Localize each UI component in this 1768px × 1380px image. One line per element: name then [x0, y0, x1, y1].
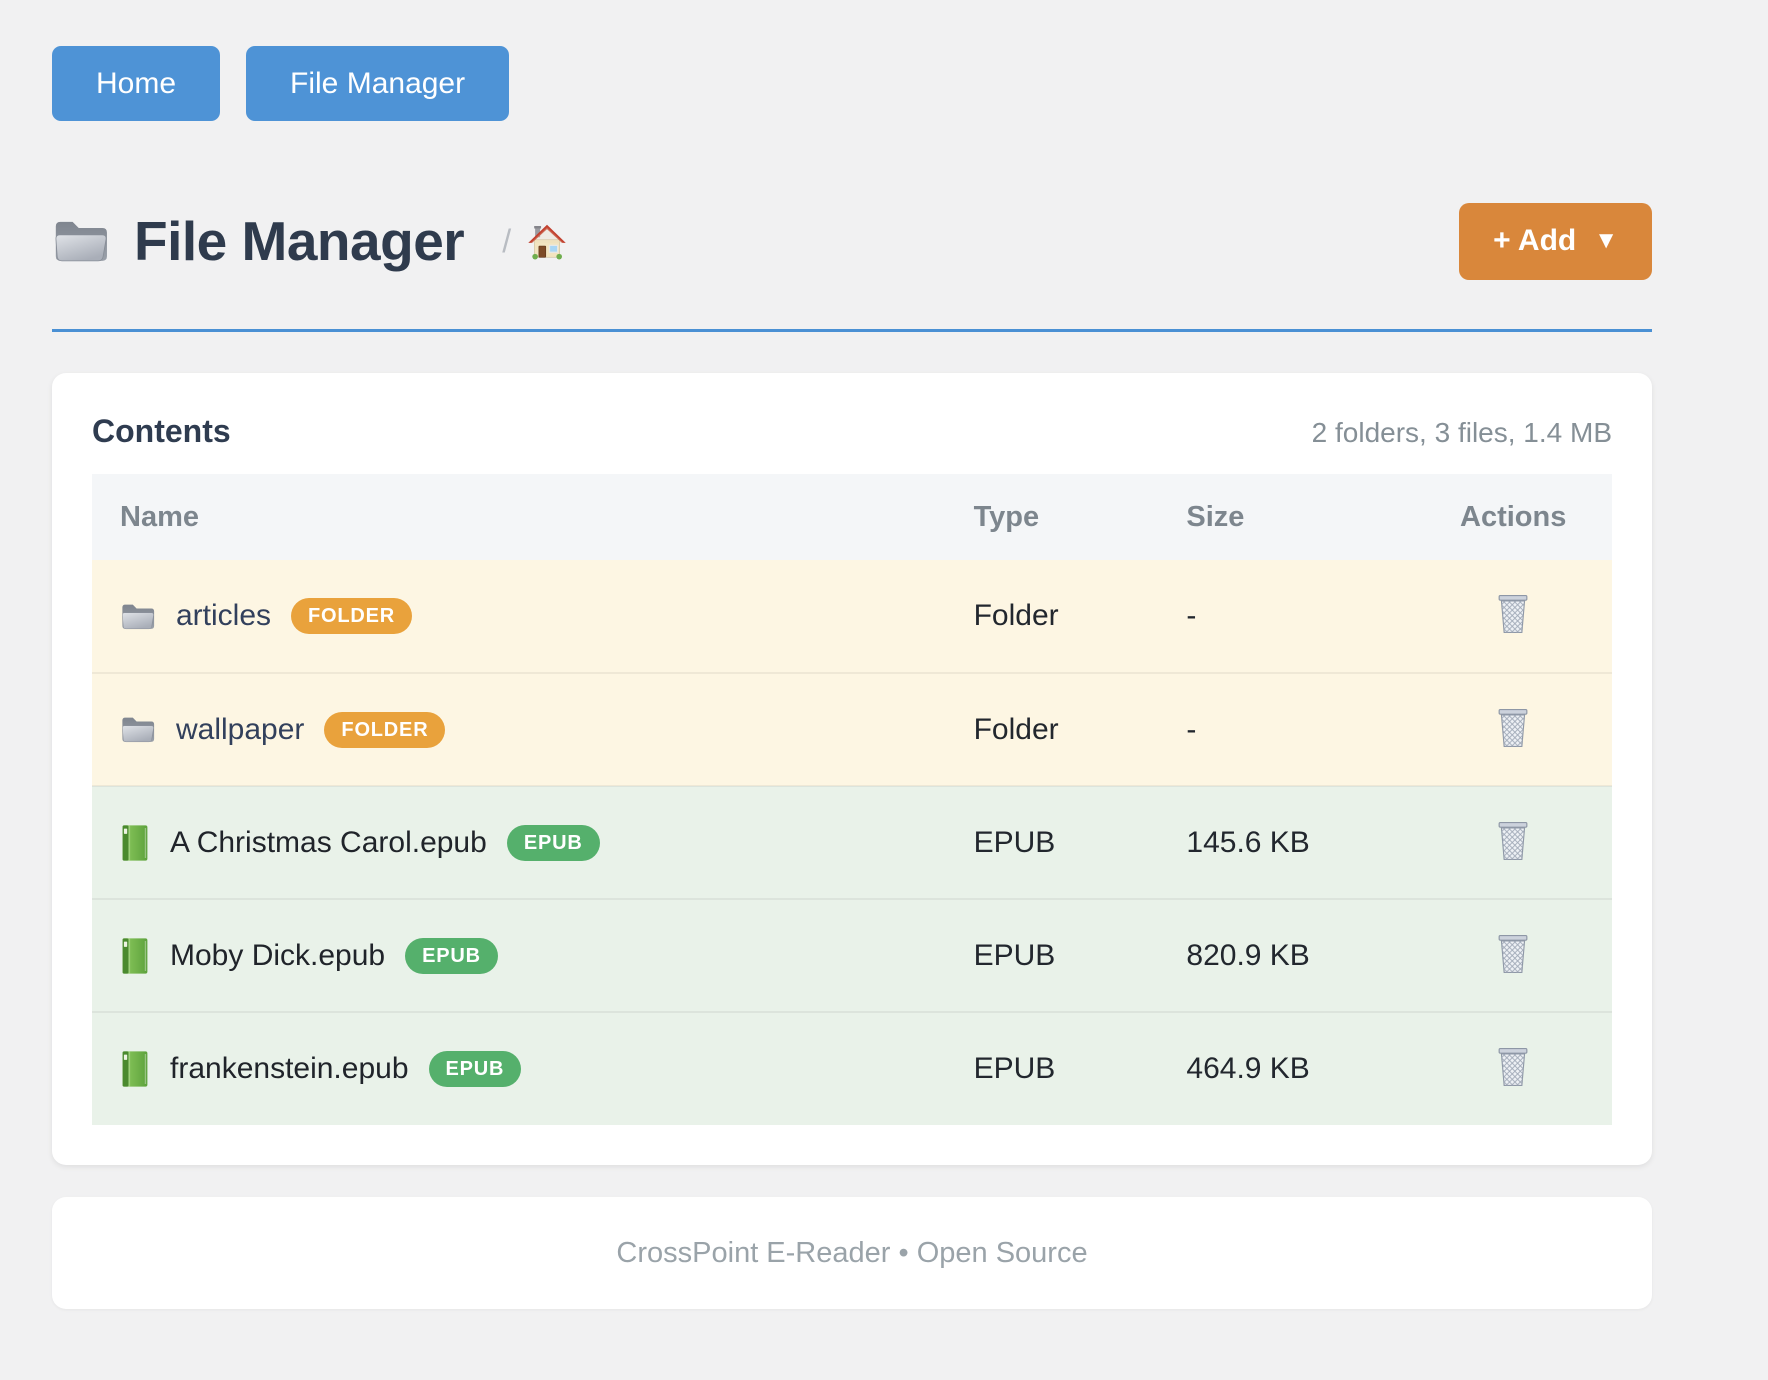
nav-file-manager-button[interactable]: File Manager [246, 46, 510, 121]
trash-icon [1498, 594, 1528, 634]
delete-button[interactable] [1492, 1043, 1534, 1091]
page-header: File Manager / + Add ▼ [52, 191, 1652, 291]
contents-title: Contents [92, 413, 231, 449]
book-icon [122, 1051, 148, 1087]
footer-card: CrossPoint E-Reader • Open Source [52, 1197, 1652, 1309]
item-name[interactable]: articles [176, 599, 272, 632]
contents-summary: 2 folders, 3 files, 1.4 MB [1311, 417, 1612, 448]
column-header-type: Type [973, 474, 1187, 560]
table-row: A Christmas Carol.epub EPUB EPUB 145.6 K… [92, 785, 1612, 899]
item-type: Folder [973, 599, 1059, 632]
trash-icon [1498, 821, 1528, 860]
column-header-size: Size [1186, 474, 1415, 560]
nav-home-button[interactable]: Home [52, 46, 221, 121]
trash-icon [1498, 1047, 1528, 1087]
item-type: EPUB [973, 1011, 1187, 1125]
trash-icon [1498, 934, 1528, 973]
item-size: - [1186, 599, 1197, 632]
delete-button[interactable] [1492, 590, 1534, 638]
header-divider [52, 329, 1652, 332]
folder-icon [55, 221, 107, 262]
page-container: Home File Manager File Manager / + Add [52, 0, 1652, 1309]
item-name[interactable]: wallpaper [176, 712, 305, 746]
column-header-actions: Actions [1414, 474, 1612, 560]
folder-badge: FOLDER [291, 598, 413, 634]
contents-card-header: Contents 2 folders, 3 files, 1.4 MB [92, 413, 1612, 450]
epub-badge: EPUB [506, 824, 600, 861]
item-size: 464.9 KB [1186, 1011, 1415, 1125]
item-size: 145.6 KB [1186, 785, 1415, 899]
book-icon [122, 937, 148, 974]
add-button[interactable]: + Add ▼ [1459, 202, 1652, 280]
breadcrumb-separator: / [502, 222, 512, 259]
table-row: frankenstein.epub EPUB EPUB 464.9 KB [92, 1011, 1612, 1125]
breadcrumb-home-link[interactable] [527, 222, 567, 260]
folder-badge: FOLDER [324, 711, 446, 748]
column-header-name: Name [92, 474, 974, 560]
add-button-label: + Add [1493, 224, 1577, 257]
item-size: - [1186, 672, 1415, 786]
item-size: 820.9 KB [1186, 898, 1415, 1012]
delete-button[interactable] [1492, 704, 1534, 752]
item-type: Folder [973, 672, 1187, 786]
contents-card: Contents 2 folders, 3 files, 1.4 MB Name… [52, 373, 1652, 1165]
book-icon [122, 824, 148, 861]
delete-button[interactable] [1492, 817, 1534, 865]
table-row: Moby Dick.epub EPUB EPUB 820.9 KB [92, 898, 1612, 1012]
page-title: File Manager [134, 210, 465, 272]
caret-down-icon: ▼ [1594, 227, 1618, 254]
files-table: Name Type Size Actions articles FOLDER [92, 474, 1612, 1125]
item-name[interactable]: Moby Dick.epub [170, 938, 386, 972]
item-name[interactable]: frankenstein.epub [170, 1052, 409, 1085]
item-type: EPUB [973, 785, 1187, 899]
epub-badge: EPUB [405, 937, 498, 974]
folder-icon [122, 717, 155, 743]
table-header-row: Name Type Size Actions [92, 474, 1612, 560]
delete-button[interactable] [1492, 930, 1534, 978]
footer-text: CrossPoint E-Reader • Open Source [616, 1236, 1088, 1269]
item-name[interactable]: A Christmas Carol.epub [170, 825, 487, 859]
epub-badge: EPUB [428, 1051, 522, 1087]
item-type: EPUB [973, 898, 1187, 1012]
trash-icon [1498, 708, 1528, 747]
home-icon [528, 224, 566, 260]
table-row: articles FOLDER Folder - [92, 560, 1612, 673]
folder-icon [122, 604, 155, 629]
table-row: wallpaper FOLDER Folder - [92, 672, 1612, 786]
top-nav: Home File Manager [52, 0, 1652, 121]
